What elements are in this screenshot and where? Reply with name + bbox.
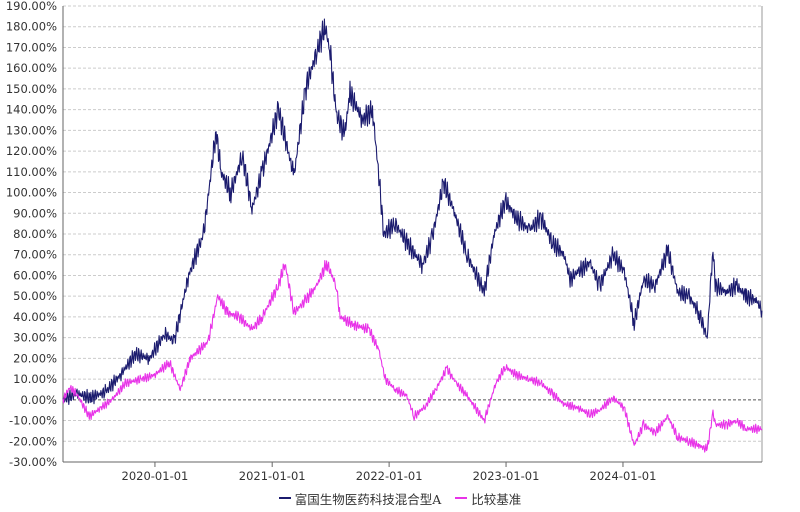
axes — [62, 6, 763, 463]
y-tick-label: 150.00% — [6, 82, 57, 96]
legend-swatch-benchmark — [455, 497, 468, 499]
y-tick-label: 120.00% — [6, 144, 57, 158]
y-tick-label: -10.00% — [9, 414, 57, 428]
x-tick-label: 2023-01-01 — [473, 469, 540, 483]
y-tick-label: 180.00% — [6, 20, 57, 34]
grid-lines — [63, 5, 762, 442]
y-tick-label: 190.00% — [6, 0, 57, 13]
y-tick-label: 30.00% — [13, 331, 57, 345]
y-axis-ticks: -30.00% -20.00% -10.00% 0.00% 10.00% 20.00% 30… — [6, 0, 57, 469]
y-tick-label: -30.00% — [9, 455, 57, 469]
legend-label-fund: 富国生物医药科技混合型A — [294, 491, 442, 507]
legend: 富国生物医药科技混合型A 比较基准 — [0, 488, 800, 508]
y-tick-label: -20.00% — [9, 434, 57, 448]
y-tick-label: 60.00% — [13, 268, 57, 282]
x-axis-ticks: 2020-01-01 2021-01-01 2022-01-01 2023-01-01… — [122, 462, 657, 483]
y-tick-label: 0.00% — [20, 393, 57, 407]
y-tick-label: 140.00% — [6, 103, 57, 117]
legend-swatch-fund — [278, 497, 291, 499]
x-tick-label: 2024-01-01 — [590, 469, 657, 483]
legend-item-fund: 富国生物医药科技混合型A — [278, 489, 442, 508]
series-lines — [62, 18, 763, 453]
y-tick-label: 80.00% — [13, 227, 57, 241]
y-tick-label: 10.00% — [13, 372, 57, 386]
y-tick-label: 110.00% — [6, 165, 57, 179]
y-tick-label: 50.00% — [13, 289, 57, 303]
series-line-benchmark — [62, 259, 763, 453]
y-tick-label: 130.00% — [6, 123, 57, 137]
x-tick-label: 2021-01-01 — [239, 469, 306, 483]
x-tick-label: 2022-01-01 — [356, 469, 423, 483]
y-tick-label: 100.00% — [6, 186, 57, 200]
legend-label-benchmark: 比较基准 — [471, 491, 522, 507]
y-tick-label: 40.00% — [13, 310, 57, 324]
y-tick-label: 90.00% — [13, 206, 57, 220]
series-line-fund — [62, 18, 763, 405]
y-tick-label: 160.00% — [6, 61, 57, 75]
legend-item-benchmark: 比较基准 — [455, 489, 521, 508]
x-tick-label: 2020-01-01 — [122, 469, 189, 483]
y-tick-label: 170.00% — [6, 40, 57, 54]
y-tick-label: 70.00% — [13, 248, 57, 262]
y-tick-label: 20.00% — [13, 351, 57, 365]
